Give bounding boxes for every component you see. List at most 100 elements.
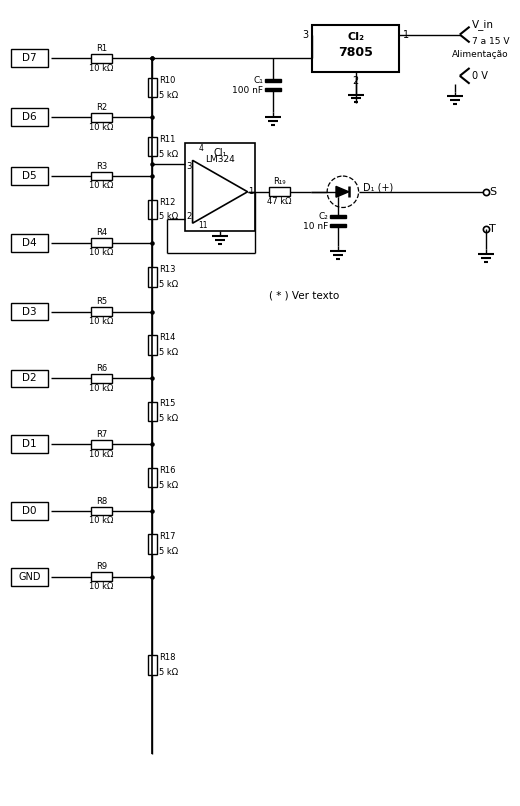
- Text: R9: R9: [96, 563, 107, 571]
- Text: R4: R4: [96, 228, 107, 238]
- Text: 47 kΩ: 47 kΩ: [267, 197, 292, 206]
- Bar: [330, 224, 346, 227]
- Text: D1: D1: [22, 439, 37, 449]
- Text: 10 kΩ: 10 kΩ: [89, 517, 114, 526]
- Text: 4: 4: [199, 143, 203, 152]
- Text: 1: 1: [249, 187, 254, 197]
- Bar: [91, 239, 112, 247]
- Text: D4: D4: [22, 238, 37, 248]
- Bar: [11, 435, 48, 453]
- Text: 5 kΩ: 5 kΩ: [159, 348, 178, 357]
- Text: R2: R2: [96, 102, 107, 112]
- Bar: [265, 88, 281, 91]
- Text: ( * ) Ver texto: ( * ) Ver texto: [269, 290, 340, 300]
- Text: 5 kΩ: 5 kΩ: [159, 150, 178, 159]
- Bar: [148, 655, 157, 675]
- Text: V_in: V_in: [472, 19, 493, 30]
- Text: 5 kΩ: 5 kΩ: [159, 480, 178, 489]
- Bar: [91, 507, 112, 516]
- Text: R16: R16: [159, 466, 175, 475]
- Bar: [11, 303, 48, 321]
- Bar: [91, 113, 112, 122]
- Text: 5 kΩ: 5 kΩ: [159, 213, 178, 222]
- Text: 10 kΩ: 10 kΩ: [89, 450, 114, 459]
- Text: LM324: LM324: [205, 156, 235, 164]
- Text: R13: R13: [159, 265, 175, 274]
- Text: R14: R14: [159, 333, 175, 342]
- Text: 100 nF: 100 nF: [232, 85, 263, 94]
- Text: R10: R10: [159, 76, 175, 85]
- Bar: [265, 79, 281, 82]
- Bar: [11, 370, 48, 387]
- Text: 0 V: 0 V: [472, 71, 487, 81]
- Bar: [148, 137, 157, 156]
- Bar: [313, 25, 399, 72]
- Text: D6: D6: [22, 112, 37, 122]
- Text: 5 kΩ: 5 kΩ: [159, 414, 178, 423]
- Text: CI₁: CI₁: [213, 147, 227, 157]
- Text: Alimentação: Alimentação: [452, 50, 509, 60]
- Text: 3: 3: [187, 162, 192, 172]
- Polygon shape: [336, 186, 349, 197]
- Bar: [148, 534, 157, 554]
- Bar: [185, 143, 255, 231]
- Text: 11: 11: [199, 221, 208, 230]
- Bar: [11, 234, 48, 251]
- Text: R15: R15: [159, 400, 175, 409]
- Bar: [11, 568, 48, 586]
- Text: S: S: [489, 187, 497, 197]
- Text: 10 kΩ: 10 kΩ: [89, 123, 114, 131]
- Text: R8: R8: [96, 496, 107, 505]
- Bar: [91, 374, 112, 383]
- Text: R11: R11: [159, 135, 175, 143]
- Text: T: T: [489, 224, 496, 234]
- Bar: [91, 572, 112, 581]
- Bar: [11, 49, 48, 67]
- Text: 10 kΩ: 10 kΩ: [89, 317, 114, 326]
- Text: R1: R1: [96, 44, 107, 52]
- Text: GND: GND: [18, 572, 41, 582]
- Text: 5 kΩ: 5 kΩ: [159, 280, 178, 289]
- Text: D7: D7: [22, 53, 37, 63]
- Text: 7805: 7805: [338, 46, 373, 59]
- Text: D3: D3: [22, 306, 37, 317]
- Bar: [148, 200, 157, 219]
- Bar: [148, 335, 157, 355]
- Text: 5 kΩ: 5 kΩ: [159, 547, 178, 556]
- Text: 5 kΩ: 5 kΩ: [159, 90, 178, 100]
- Bar: [11, 108, 48, 126]
- Bar: [91, 54, 112, 63]
- Bar: [91, 172, 112, 181]
- Text: R12: R12: [159, 197, 175, 206]
- Bar: [11, 502, 48, 520]
- Bar: [330, 215, 346, 218]
- Text: R17: R17: [159, 532, 175, 541]
- Bar: [148, 401, 157, 422]
- Text: R3: R3: [96, 162, 107, 171]
- Text: 10 kΩ: 10 kΩ: [89, 181, 114, 190]
- Text: CI₂: CI₂: [347, 31, 364, 42]
- Text: 2: 2: [353, 76, 359, 86]
- Text: 10 nF: 10 nF: [303, 222, 328, 231]
- Text: R7: R7: [96, 430, 107, 438]
- Bar: [148, 467, 157, 488]
- Text: R5: R5: [96, 297, 107, 306]
- Bar: [148, 268, 157, 287]
- Bar: [269, 187, 290, 196]
- Text: 10 kΩ: 10 kΩ: [89, 64, 114, 73]
- Text: 3: 3: [302, 30, 308, 39]
- Text: 10 kΩ: 10 kΩ: [89, 384, 114, 393]
- Text: 10 kΩ: 10 kΩ: [89, 248, 114, 257]
- Text: R₁₉: R₁₉: [273, 177, 286, 186]
- Text: R6: R6: [96, 364, 107, 373]
- Text: D5: D5: [22, 171, 37, 181]
- Bar: [11, 167, 48, 185]
- Text: D₁ (+): D₁ (+): [362, 183, 393, 193]
- Text: 1: 1: [403, 30, 409, 39]
- Text: 7 a 15 V: 7 a 15 V: [472, 36, 509, 46]
- Bar: [91, 307, 112, 316]
- Text: 10 kΩ: 10 kΩ: [89, 582, 114, 592]
- Text: R18: R18: [159, 654, 175, 663]
- Text: C₂: C₂: [318, 212, 328, 221]
- Text: D0: D0: [22, 506, 37, 516]
